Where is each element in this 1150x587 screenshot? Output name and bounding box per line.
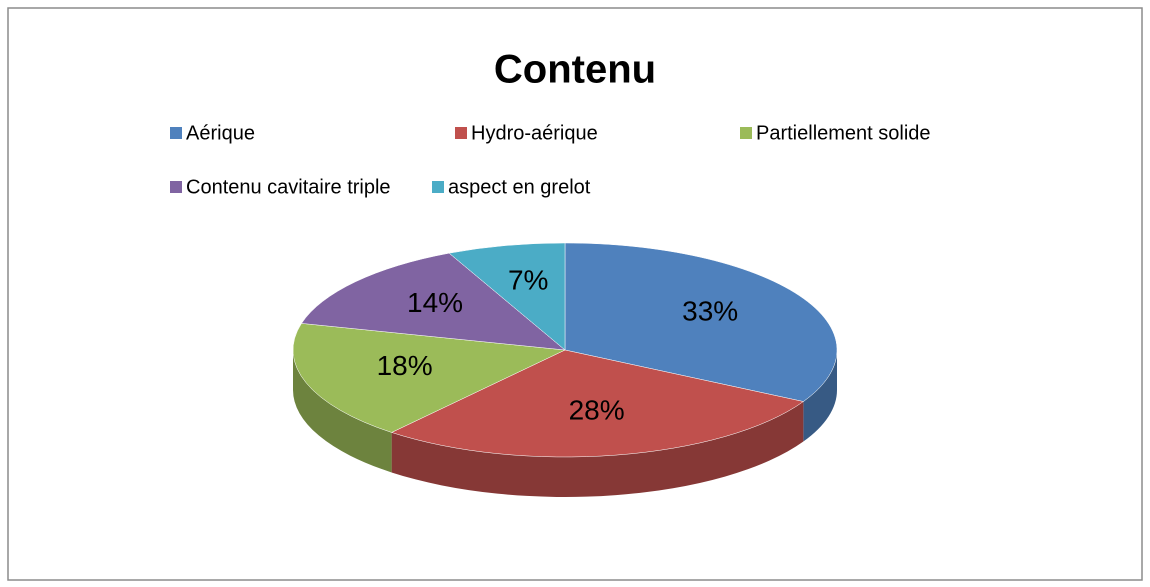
pie-slice [292,323,566,433]
data-label: 18% [377,350,433,381]
pie-slice [390,349,804,458]
data-label: 33% [682,296,738,327]
pie-slice [301,252,566,351]
legend-swatch [740,127,752,139]
pie-slice [564,242,838,402]
legend-swatch [455,127,467,139]
pie-side [391,401,804,497]
pie-side [293,350,392,473]
legend-swatch [170,181,182,193]
data-label: 7% [508,265,548,296]
legend-label: Hydro-aérique [471,122,598,144]
legend-label: aspect en grelot [448,176,591,198]
legend-label: Aérique [186,122,255,144]
pie-side [803,350,837,442]
legend-label: Partiellement solide [756,122,931,144]
data-label: 28% [569,395,625,426]
legend-label: Contenu cavitaire triple [186,176,391,198]
pie-slice [448,242,566,351]
legend-swatch [432,181,444,193]
legend-swatch [170,127,182,139]
chart-title: Contenu [494,48,656,92]
data-label: 14% [407,287,463,318]
